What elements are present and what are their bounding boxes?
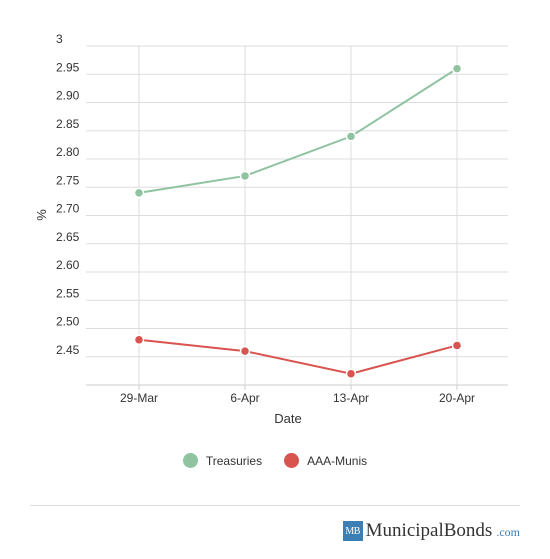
x-tick-label-3: 20-Apr — [439, 391, 475, 405]
legend-label-treasuries: Treasuries — [205, 453, 263, 468]
data-point-1-1[interactable] — [239, 345, 251, 357]
brand-name: MunicipalBonds — [365, 520, 493, 541]
data-point-0-0[interactable] — [133, 187, 145, 199]
data-point-1-3[interactable] — [451, 340, 463, 351]
data-point-1-2[interactable] — [345, 368, 357, 379]
footer-divider — [30, 505, 520, 506]
legend: Treasuries AAA-Munis — [0, 453, 550, 468]
data-point-0-2[interactable] — [345, 131, 357, 142]
legend-item-treasuries[interactable]: Treasuries — [182, 453, 263, 468]
series-layer — [133, 63, 463, 379]
data-point-0-1[interactable] — [239, 170, 251, 182]
y-tick-label-3: 2.60 — [56, 258, 80, 272]
brand-logo[interactable]: MB MunicipalBonds .com — [342, 520, 520, 542]
y-tick-label-2: 2.55 — [56, 286, 80, 300]
y-tick-label-4: 2.65 — [56, 230, 80, 244]
legend-marker-aaa-munis — [284, 453, 300, 468]
y-tick-label-6: 2.75 — [56, 173, 80, 187]
legend-item-aaa-munis[interactable]: AAA-Munis — [284, 453, 367, 468]
y-tick-label-5: 2.70 — [56, 202, 80, 216]
y-tick-label-11: 3 — [56, 32, 63, 46]
y-tick-label-7: 2.80 — [56, 145, 80, 159]
series-line-1 — [138, 338, 458, 375]
x-axis-title: Date — [274, 411, 301, 426]
y-axis-ticks: 2.45 2.50 2.55 2.60 2.65 2.70 2.75 2.80 2.85 2.90… — [56, 32, 80, 357]
y-tick-label-0: 2.45 — [56, 343, 80, 357]
data-point-1-0[interactable] — [133, 334, 145, 346]
x-tick-label-2: 13-Apr — [333, 391, 369, 405]
legend-label-aaa-munis: AAA-Munis — [307, 453, 368, 468]
series-line-0 — [138, 67, 458, 194]
brand-badge-icon: MB — [342, 521, 363, 541]
line-chart: 2.45 2.50 2.55 2.60 2.65 2.70 2.75 2.80 2.85 2.90… — [34, 32, 508, 426]
gridlines — [86, 45, 508, 390]
x-tick-label-0: 29-Mar — [120, 391, 158, 405]
y-tick-label-9: 2.90 — [56, 89, 80, 103]
y-axis-title: % — [34, 209, 49, 221]
data-point-0-3[interactable] — [451, 63, 463, 74]
brand-tld: .com — [496, 525, 520, 539]
x-axis-ticks: 29-Mar 6-Apr 13-Apr 20-Apr — [120, 391, 475, 405]
legend-marker-treasuries — [182, 453, 198, 468]
y-tick-label-10: 2.95 — [56, 60, 80, 74]
x-tick-label-1: 6-Apr — [230, 391, 259, 405]
y-tick-label-8: 2.85 — [56, 117, 80, 131]
y-tick-label-1: 2.50 — [56, 315, 80, 329]
